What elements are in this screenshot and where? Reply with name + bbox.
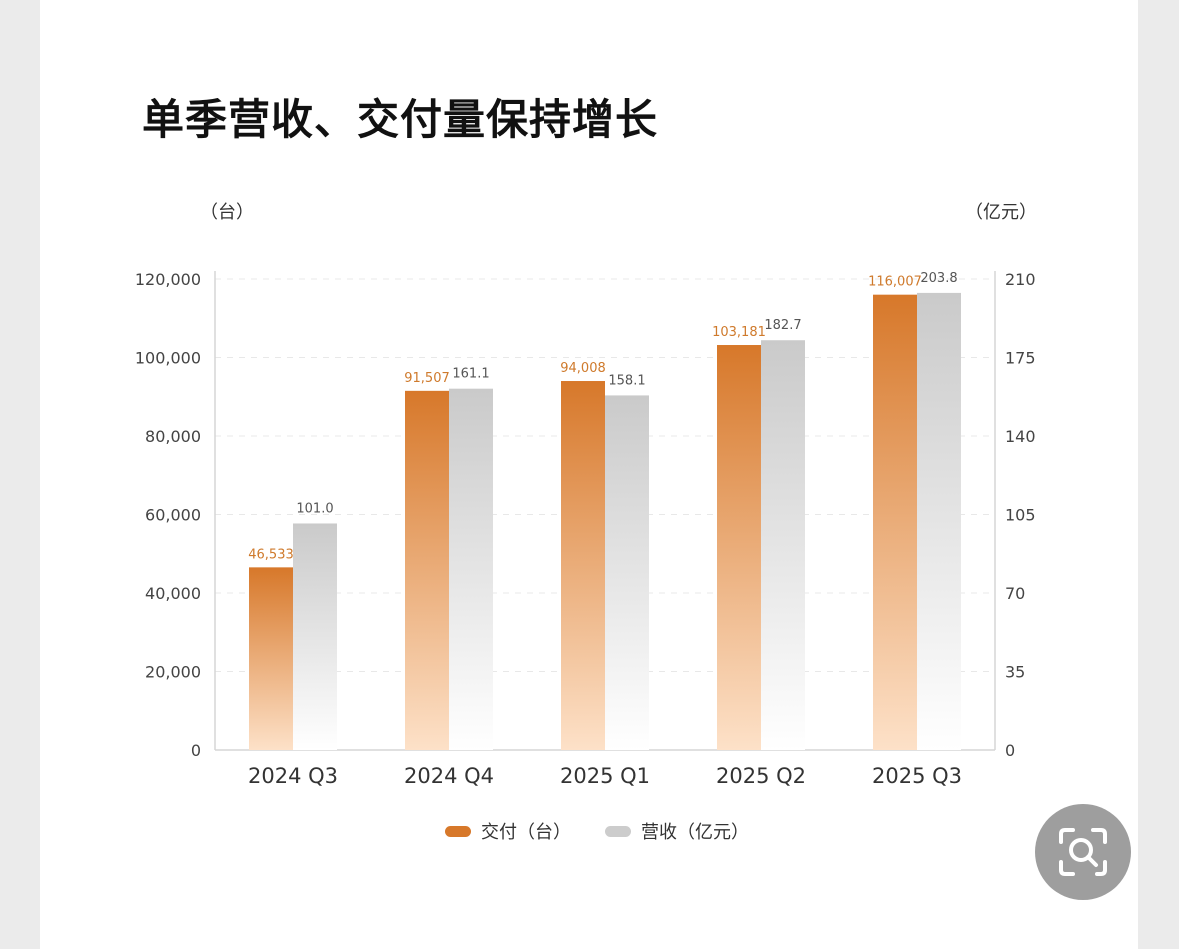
deliveries-bar xyxy=(561,381,605,750)
right-axis-unit: （亿元） xyxy=(965,202,1037,223)
left-tick-label: 20,000 xyxy=(145,663,201,682)
deliveries-bar xyxy=(873,294,917,750)
right-tick-label: 210 xyxy=(1005,270,1036,289)
deliveries-bar xyxy=(717,345,761,750)
left-tick-label: 40,000 xyxy=(145,584,201,603)
x-tick-label: 2025 Q1 xyxy=(560,764,650,788)
deliveries-data-label: 91,507 xyxy=(404,371,450,386)
left-tick-label: 100,000 xyxy=(135,349,201,368)
deliveries-bar xyxy=(249,567,293,750)
right-tick-label: 105 xyxy=(1005,506,1036,525)
legend-label-deliveries: 交付（台） xyxy=(481,822,571,843)
deliveries-data-label: 116,007 xyxy=(868,275,922,290)
deliveries-bar xyxy=(405,390,449,750)
right-tick-label: 35 xyxy=(1005,663,1025,682)
right-tick-label: 0 xyxy=(1005,741,1015,760)
right-tick-label: 140 xyxy=(1005,427,1036,446)
deliveries-data-label: 46,533 xyxy=(248,547,294,562)
left-tick-label: 80,000 xyxy=(145,427,201,446)
image-search-button[interactable] xyxy=(1035,804,1131,900)
x-tick-label: 2025 Q3 xyxy=(872,764,962,788)
revenue-swatch xyxy=(605,825,631,837)
revenue-bar xyxy=(761,340,805,750)
bar-chart: 0 0 20,000 35 40,000 70 60,000 105 80,000 140 100,… xyxy=(135,270,1036,788)
x-tick-label: 2024 Q3 xyxy=(248,764,338,788)
bars xyxy=(249,292,961,750)
left-tick-label: 120,000 xyxy=(135,270,201,289)
legend-item-revenue: 营收（亿元） xyxy=(605,818,749,844)
axes: 0 0 20,000 35 40,000 70 60,000 105 80,000 140 100,… xyxy=(135,270,1036,788)
left-tick-label: 60,000 xyxy=(145,506,201,525)
legend-label-revenue: 营收（亿元） xyxy=(641,822,749,843)
deliveries-data-label: 94,008 xyxy=(560,361,606,376)
revenue-bar xyxy=(293,523,337,750)
revenue-data-label: 182.7 xyxy=(764,318,801,333)
revenue-bar xyxy=(605,395,649,750)
right-tick-label: 70 xyxy=(1005,584,1025,603)
search-scan-icon xyxy=(1059,828,1107,876)
legend: 交付（台） 营收（亿元） xyxy=(445,818,783,844)
revenue-data-label: 161.1 xyxy=(452,367,489,382)
chart-title: 单季营收、交付量保持增长 xyxy=(142,95,659,144)
deliveries-swatch xyxy=(445,825,471,837)
legend-item-deliveries: 交付（台） xyxy=(445,818,571,844)
x-tick-label: 2025 Q2 xyxy=(716,764,806,788)
revenue-bar xyxy=(917,292,961,750)
revenue-data-label: 203.8 xyxy=(920,271,957,286)
chart-card: 单季营收、交付量保持增长 （台） （亿元） 0 0 20,000 35 40,000 70… xyxy=(40,0,1138,949)
deliveries-data-label: 103,181 xyxy=(712,325,766,340)
revenue-bar xyxy=(449,388,493,750)
left-axis-unit: （台） xyxy=(200,202,254,223)
revenue-data-label: 101.0 xyxy=(296,501,333,516)
revenue-data-label: 158.1 xyxy=(608,373,645,388)
x-tick-label: 2024 Q4 xyxy=(404,764,494,788)
right-tick-label: 175 xyxy=(1005,349,1036,368)
left-tick-label: 0 xyxy=(191,741,201,760)
